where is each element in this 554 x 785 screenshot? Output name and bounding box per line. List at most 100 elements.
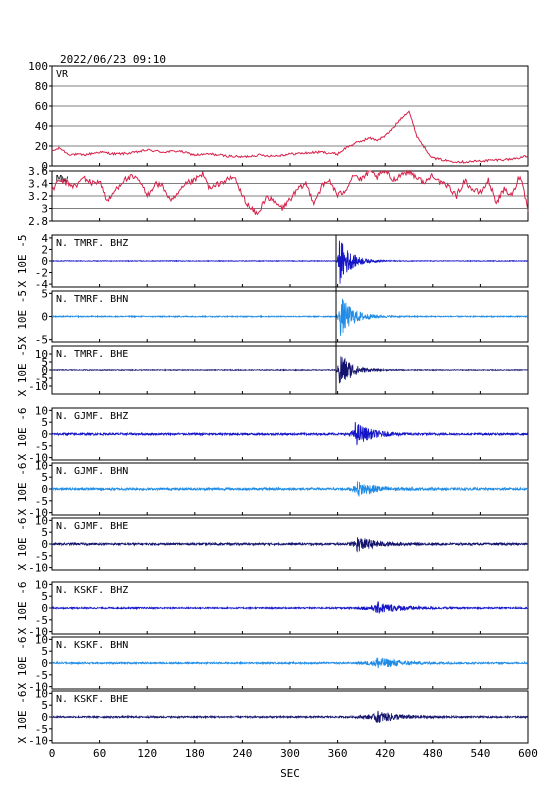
y-tick-label: 20 [35, 140, 48, 153]
y-tick-label: 3 [41, 203, 48, 216]
x-tick-label: 0 [49, 747, 56, 760]
y-tick-label: 2 [41, 243, 48, 256]
y-tick-label: 10 [35, 404, 48, 417]
series-line [51, 240, 529, 284]
y-tick-label: -5 [35, 550, 48, 563]
x-tick-label: 600 [518, 747, 538, 760]
y-tick-label: -10 [28, 452, 48, 465]
channel-label: N. KSKF. BHN [56, 640, 128, 651]
y-tick-label: 3.2 [28, 190, 48, 203]
y-tick-label: 0 [41, 311, 48, 324]
y-unit-label: X 10E -5 [16, 235, 29, 288]
channel-label: N. GJMF. BHE [56, 521, 128, 532]
y-tick-label: 10 [35, 633, 48, 646]
y-tick-label: -5 [35, 372, 48, 385]
panel-vr: 0 20 40 60 80 100 VR [28, 60, 529, 173]
y-tick-label: 10 [35, 459, 48, 472]
y-tick-label: -10 [28, 626, 48, 639]
y-tick-label: -10 [28, 507, 48, 520]
y-tick-label: -2 [35, 267, 48, 280]
channel-label: N. KSKF. BHZ [56, 585, 128, 596]
x-tick-label: 540 [470, 747, 490, 760]
series-line [51, 537, 529, 553]
y-unit-label: X 10E -6 [16, 518, 29, 571]
y-tick-label: 5 [41, 471, 48, 484]
y-tick-label: 10 [35, 687, 48, 700]
y-tick-label: 10 [35, 578, 48, 591]
y-tick-label: -10 [28, 562, 48, 575]
x-tick-label: 420 [375, 747, 395, 760]
y-tick-label: 5 [41, 287, 48, 300]
y-tick-label: 0 [41, 364, 48, 377]
y-tick-label: 0 [41, 483, 48, 496]
x-axis-label: SEC [280, 767, 300, 780]
x-tick-label: 60 [93, 747, 106, 760]
y-tick-label: 2.8 [28, 215, 48, 228]
x-tick-label: 240 [232, 747, 252, 760]
y-tick-label: 0 [41, 160, 48, 173]
y-tick-label: 5 [41, 526, 48, 539]
series-line [51, 710, 529, 724]
y-tick-label: 40 [35, 120, 48, 133]
channel-label: VR [56, 69, 69, 80]
y-tick-label: -5 [35, 723, 48, 736]
y-tick-label: -10 [28, 681, 48, 694]
y-tick-label: 100 [28, 60, 48, 73]
y-tick-label: -4 [35, 278, 49, 291]
datetime-label: 2022/06/23 09:10 [60, 53, 166, 66]
series-line [51, 657, 529, 669]
y-tick-label: 0 [41, 255, 48, 268]
y-tick-label: -5 [35, 614, 48, 627]
y-tick-label: 5 [41, 416, 48, 429]
y-tick-label: 0 [41, 602, 48, 615]
y-unit-label: X 10E -5 [16, 344, 29, 397]
y-tick-label: -5 [35, 334, 48, 347]
series-line [52, 356, 529, 384]
y-unit-label: X 10E -6 [16, 637, 29, 690]
panel-tmrf-bhn: -5 0 5 N. TMRF. BHN X 10E -5 [16, 287, 529, 347]
channel-label: N. KSKF. BHE [56, 694, 128, 705]
y-tick-label: 10 [35, 348, 48, 361]
series-line [51, 110, 529, 164]
x-tick-label: 180 [185, 747, 205, 760]
panel-mw: 2.833.23.43.6 Mw [28, 165, 529, 228]
panel-frame [51, 65, 529, 167]
y-unit-label: X 10E -6 [16, 408, 29, 461]
x-tick-label: 480 [423, 747, 443, 760]
y-tick-label: 80 [35, 80, 48, 93]
x-tick-label: 120 [137, 747, 157, 760]
y-tick-label: 5 [41, 356, 48, 369]
y-tick-label: 10 [35, 514, 48, 527]
y-tick-label: -5 [35, 440, 48, 453]
series-line [51, 422, 529, 446]
y-tick-label: 5 [41, 645, 48, 658]
channel-label: N. GJMF. BHN [56, 466, 128, 477]
y-tick-label: 0 [41, 711, 48, 724]
y-tick-label: 3.4 [28, 178, 48, 191]
channel-label: Mw [56, 174, 69, 185]
series-line [51, 169, 529, 216]
channel-label: N. GJMF. BHZ [56, 411, 128, 422]
x-tick-label: 300 [280, 747, 300, 760]
series-line [51, 298, 529, 336]
y-tick-label: -5 [35, 495, 48, 508]
y-tick-label: -5 [35, 669, 48, 682]
x-tick-label: 360 [328, 747, 348, 760]
y-tick-label: 5 [41, 590, 48, 603]
y-tick-label: 4 [41, 232, 48, 245]
y-tick-label: 0 [41, 538, 48, 551]
channel-label: N. TMRF. BHZ [56, 238, 128, 249]
channel-label: N. TMRF. BHN [56, 294, 128, 305]
y-tick-label: 60 [35, 100, 48, 113]
y-tick-label: 5 [41, 699, 48, 712]
